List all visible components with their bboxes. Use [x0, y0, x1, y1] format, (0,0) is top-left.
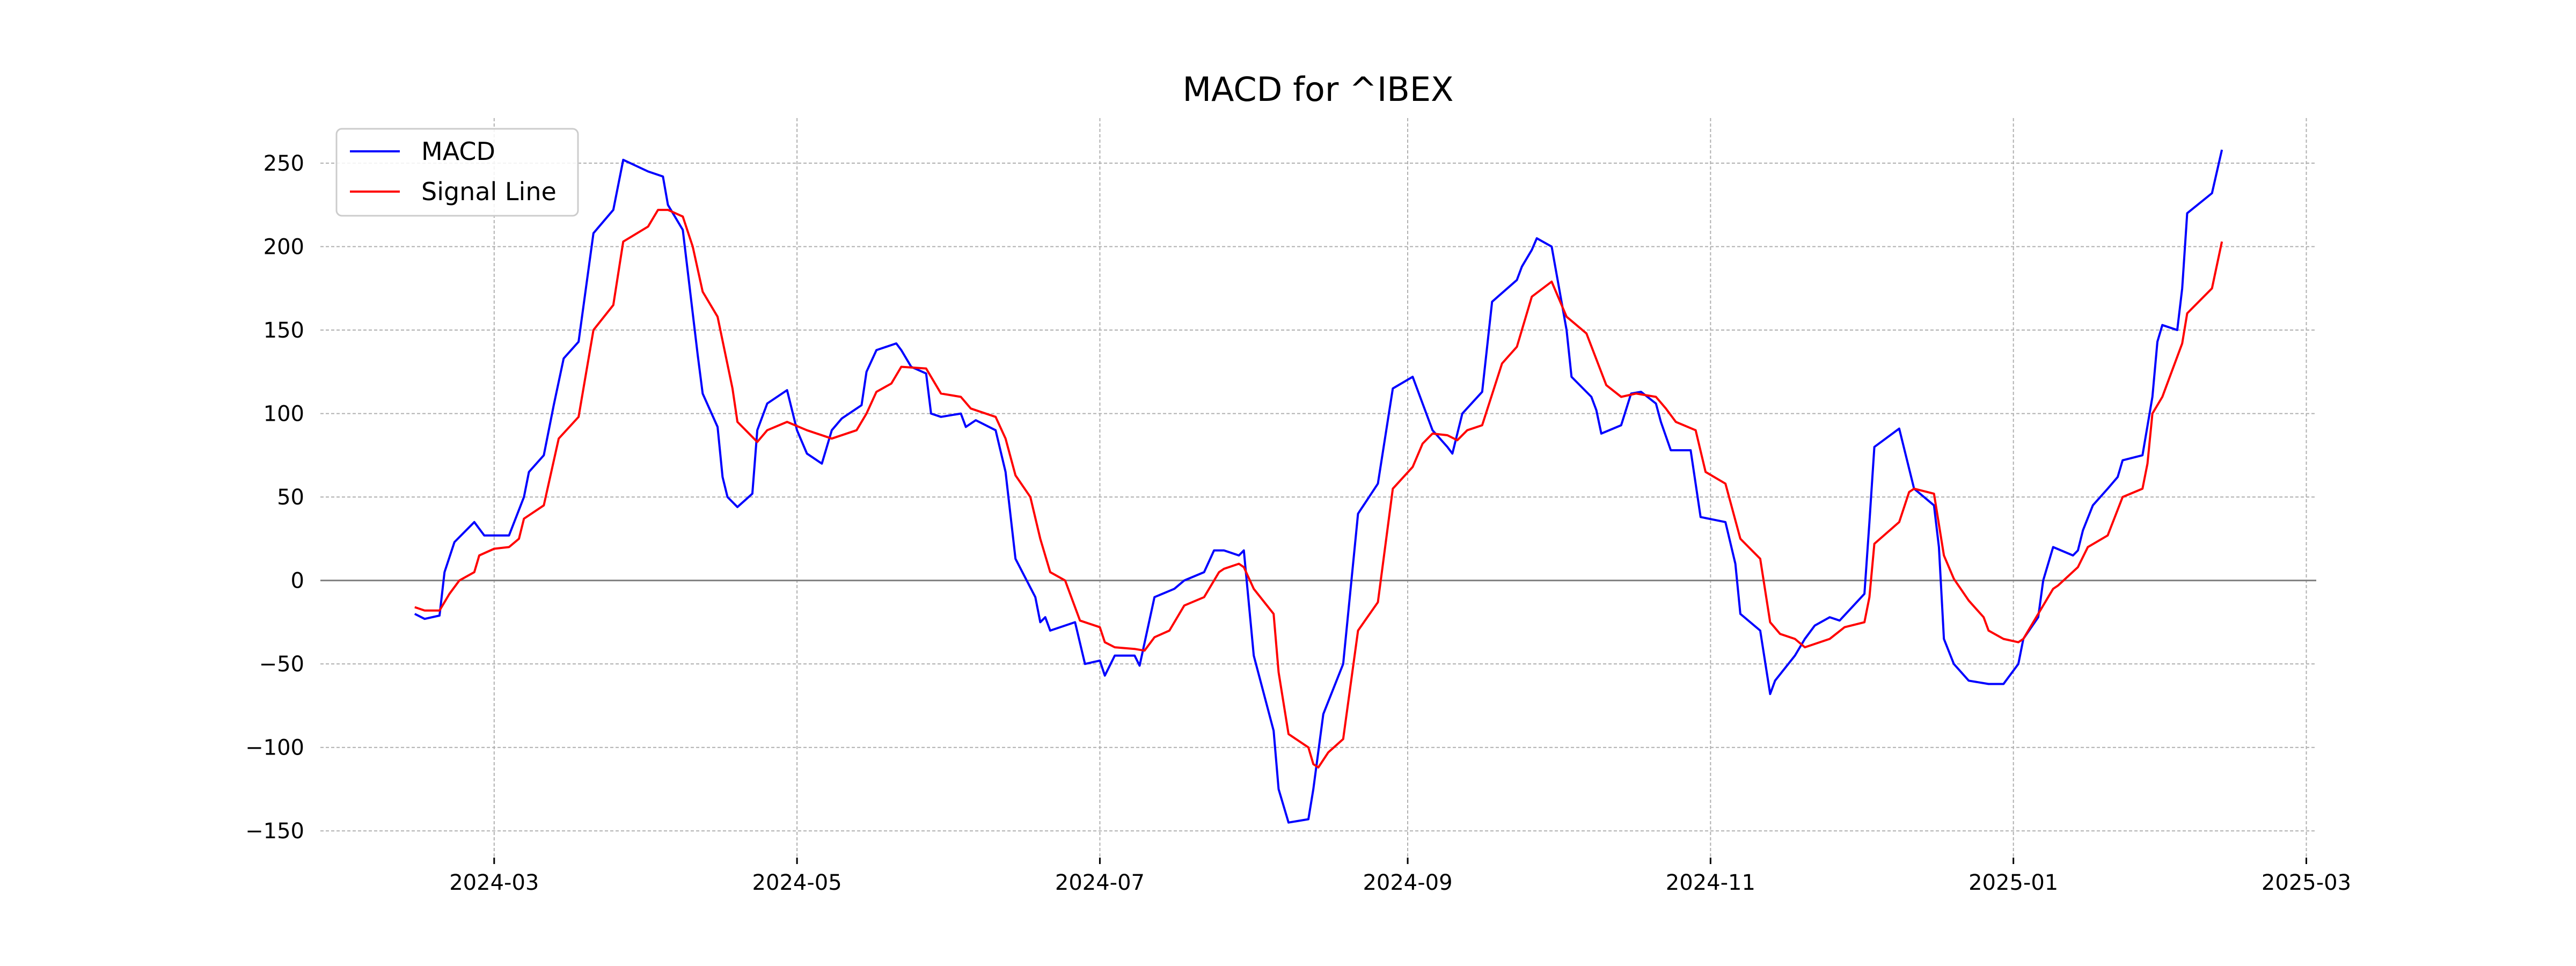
y-tick-label: 200: [264, 235, 304, 260]
x-tick-label: 2024-07: [1055, 870, 1145, 895]
y-tick-label: 100: [264, 402, 304, 427]
legend: MACD Signal Line: [335, 128, 579, 217]
y-tick-label: 50: [277, 485, 304, 510]
chart-title: MACD for ^IBEX: [1183, 70, 1454, 109]
series-lines: [414, 149, 2223, 824]
x-tick-label: 2024-09: [1363, 870, 1452, 895]
x-tick-label: 2024-03: [449, 870, 539, 895]
legend-label-signal-line: Signal Line: [421, 177, 557, 206]
y-tick-label: −100: [245, 736, 304, 760]
y-tick-label: −50: [259, 652, 304, 677]
y-tick-label: 150: [264, 318, 304, 343]
y-tick-label: −150: [245, 819, 304, 844]
x-axis-labels: 2024-03 2024-05 2024-07 2024-09 2024-11 2025-…: [449, 858, 2351, 895]
x-tick-label: 2024-05: [752, 870, 842, 895]
legend-label-macd: MACD: [421, 137, 495, 166]
series-line-macd: [414, 149, 2223, 824]
y-tick-label: 250: [264, 151, 304, 176]
x-tick-label: 2025-01: [1968, 870, 2058, 895]
y-tick-label: 0: [291, 569, 304, 594]
x-tick-label: 2024-11: [1666, 870, 1755, 895]
y-axis-labels: −150 −100 −50 0 50 100 150 200 250: [245, 151, 304, 844]
x-tick-label: 2025-03: [2262, 870, 2351, 895]
series-line-signal-line: [414, 209, 2223, 769]
